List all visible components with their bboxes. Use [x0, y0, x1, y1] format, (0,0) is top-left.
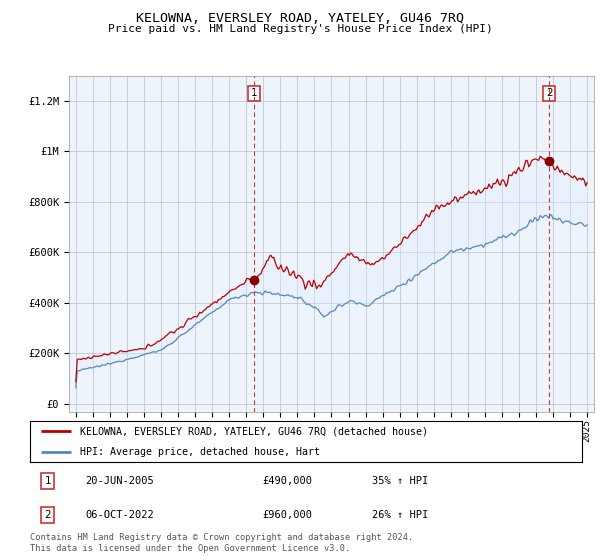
Text: 35% ↑ HPI: 35% ↑ HPI: [372, 476, 428, 486]
Text: Contains HM Land Registry data © Crown copyright and database right 2024.
This d: Contains HM Land Registry data © Crown c…: [30, 533, 413, 553]
Text: 26% ↑ HPI: 26% ↑ HPI: [372, 510, 428, 520]
Text: £960,000: £960,000: [262, 510, 312, 520]
Text: 06-OCT-2022: 06-OCT-2022: [85, 510, 154, 520]
Text: 2: 2: [44, 510, 51, 520]
Text: KELOWNA, EVERSLEY ROAD, YATELEY, GU46 7RQ: KELOWNA, EVERSLEY ROAD, YATELEY, GU46 7R…: [136, 12, 464, 25]
Text: 1: 1: [251, 88, 257, 99]
Text: HPI: Average price, detached house, Hart: HPI: Average price, detached house, Hart: [80, 447, 320, 457]
Text: 1: 1: [44, 476, 51, 486]
Text: 20-JUN-2005: 20-JUN-2005: [85, 476, 154, 486]
Text: £490,000: £490,000: [262, 476, 312, 486]
Text: Price paid vs. HM Land Registry's House Price Index (HPI): Price paid vs. HM Land Registry's House …: [107, 24, 493, 34]
Text: 2: 2: [546, 88, 553, 99]
Text: KELOWNA, EVERSLEY ROAD, YATELEY, GU46 7RQ (detached house): KELOWNA, EVERSLEY ROAD, YATELEY, GU46 7R…: [80, 426, 428, 436]
